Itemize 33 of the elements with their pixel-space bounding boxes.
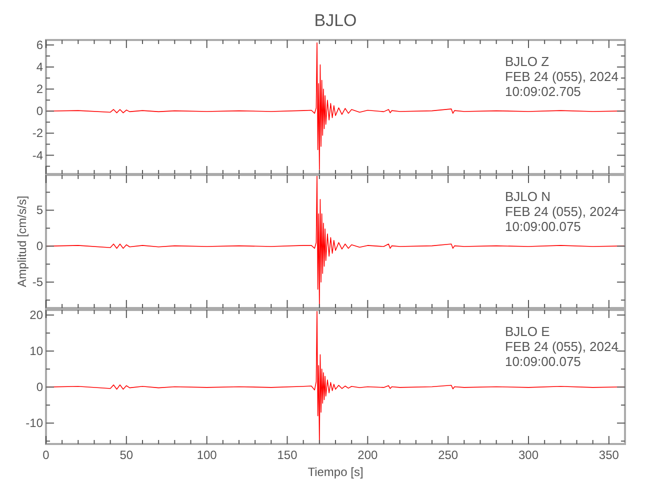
x-tick-label: 300 [518, 448, 539, 462]
x-tick-label: 150 [277, 448, 298, 462]
y-tick-label: 2 [36, 82, 44, 96]
annotation: BJLO E [505, 324, 550, 339]
y-tick-label: 4 [36, 60, 44, 74]
annotation: BJLO N [505, 189, 551, 204]
y-tick-label: -10 [26, 416, 44, 430]
annotation: FEB 24 (055), 2024 [505, 69, 618, 84]
annotation: FEB 24 (055), 2024 [505, 204, 618, 219]
annotation: 10:09:00.075 [505, 354, 581, 369]
annotation: BJLO Z [505, 54, 550, 69]
x-tick-label: 200 [358, 448, 378, 462]
line-series [46, 311, 626, 444]
y-tick-label: 0 [36, 239, 44, 254]
y-tick-label: 0 [36, 104, 44, 118]
y-tick-label: 20 [30, 308, 44, 322]
annotation: 10:09:00.075 [505, 219, 581, 234]
y-tick-label: 5 [36, 203, 44, 218]
y-tick-label: -5 [32, 275, 44, 290]
x-tick-label: 350 [598, 448, 620, 462]
y-axis-title: Amplitud [cm/s/s] [15, 196, 29, 288]
x-tick-label: 250 [438, 448, 458, 462]
x-tick-label: 100 [196, 448, 218, 462]
y-tick-label: 10 [30, 344, 44, 358]
chart-title: BJLO [314, 11, 357, 30]
y-tick-label: 0 [36, 380, 44, 394]
y-tick-label: 6 [36, 38, 44, 52]
annotation: 10:09:02.705 [505, 84, 581, 99]
x-axis-title: Tiempo [s] [308, 465, 364, 479]
annotation: FEB 24 (055), 2024 [505, 339, 618, 354]
y-tick-label: -2 [32, 126, 44, 140]
x-tick-label: 50 [120, 448, 134, 462]
y-tick-label: -4 [32, 148, 44, 162]
